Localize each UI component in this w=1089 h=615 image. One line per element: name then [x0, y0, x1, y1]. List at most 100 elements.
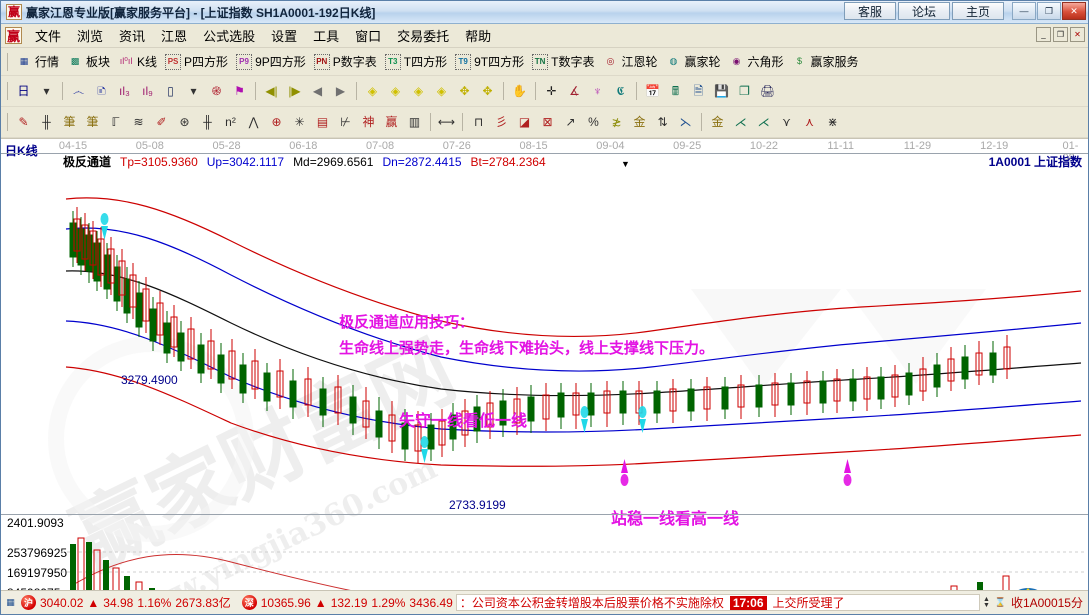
rect-icon[interactable]: ⊓: [473, 115, 484, 129]
diamond-right-icon[interactable]: ◈: [390, 84, 401, 98]
grid-icon[interactable]: ▦: [6, 597, 15, 607]
trend-a-icon[interactable]: ⋀: [248, 115, 259, 129]
zigzag-icon[interactable]: ⋇: [827, 115, 838, 129]
wave9-icon[interactable]: ıl₉: [142, 84, 153, 98]
chevron-down-icon[interactable]: ▾: [190, 84, 197, 98]
gann-box-icon[interactable]: 筆: [86, 115, 99, 129]
next-icon[interactable]: ▶: [335, 84, 346, 98]
toolbar-p-number-table[interactable]: PN P数字表: [310, 52, 381, 71]
fan-icon[interactable]: ♆: [593, 84, 602, 98]
mdi-minimize-button[interactable]: _: [1036, 27, 1051, 42]
chevron-down-icon[interactable]: ▼: [621, 159, 630, 169]
diamond-left-icon[interactable]: ◈: [367, 84, 378, 98]
forum-button[interactable]: 论坛: [898, 2, 950, 20]
copy-icon[interactable]: ❐: [739, 84, 750, 98]
diamond-vt-icon[interactable]: ◈: [436, 84, 447, 98]
close-button[interactable]: ✕: [1062, 2, 1086, 20]
zigzag-icon[interactable]: ⋌: [734, 115, 747, 129]
menu-item-gann[interactable]: 江恩: [161, 29, 188, 44]
arrow-line-icon[interactable]: ↗: [565, 115, 576, 129]
toolbar-t-square[interactable]: T3 T四方形: [381, 52, 451, 71]
zigzag-icon[interactable]: ⋎: [782, 115, 791, 129]
chevron-down-icon[interactable]: ▾: [43, 84, 50, 98]
hand-icon[interactable]: ✋: [512, 84, 527, 98]
minimize-button[interactable]: —: [1012, 2, 1036, 20]
kline-panel[interactable]: 日K线 04-15 05-08 05-28 06-18 07-08 07-26 08-15 0…: [1, 139, 1088, 528]
homepage-button[interactable]: 主页: [952, 2, 1004, 20]
pen-red-icon[interactable]: ✐: [156, 115, 167, 129]
menu-item-browse[interactable]: 浏览: [77, 29, 104, 44]
spider-icon[interactable]: ✳: [294, 115, 305, 129]
zigzag-icon[interactable]: ⋏: [805, 115, 814, 129]
menu-item-news[interactable]: 资讯: [119, 29, 146, 44]
toolbar-sectors[interactable]: ▩ 板块: [63, 52, 114, 71]
calendar-day-icon[interactable]: 日: [17, 84, 30, 98]
gold-char-icon[interactable]: 金: [711, 115, 724, 129]
zigzag-icon[interactable]: ⋌: [757, 115, 770, 129]
crosshair-icon[interactable]: ✛: [546, 84, 557, 98]
toolbar-t-number-table[interactable]: TN T数字表: [528, 52, 598, 71]
angle-icon[interactable]: ∡: [569, 84, 580, 98]
toolbar-kline[interactable]: ıl⁰ıl K线: [114, 52, 161, 71]
diamond-hz-icon[interactable]: ◈: [413, 84, 424, 98]
mdi-close-button[interactable]: ✕: [1070, 27, 1085, 42]
candle-icon[interactable]: ▯: [167, 84, 174, 98]
bar-compare-icon[interactable]: ⇅: [657, 115, 668, 129]
square-grid-icon[interactable]: ▤: [316, 115, 329, 129]
percent-icon[interactable]: %: [588, 115, 599, 129]
chart-area[interactable]: 赢家财富网 www.yingjia360.com 日K线 04-15 05-08 0…: [1, 138, 1088, 590]
shade-icon[interactable]: ◪: [518, 115, 531, 129]
last-page-icon[interactable]: |▶: [288, 84, 301, 98]
report-icon[interactable]: 🗎: [693, 84, 704, 98]
wave3-icon[interactable]: ıl₃: [119, 84, 130, 98]
ying-icon[interactable]: 赢: [385, 115, 398, 129]
gann-box-icon[interactable]: 筆: [63, 115, 76, 129]
flag-icon[interactable]: ⚑: [234, 84, 245, 98]
toolbar-p-square[interactable]: PS P四方形: [161, 52, 232, 71]
menu-item-formula[interactable]: 公式选股: [203, 29, 256, 44]
diamond-expand-icon[interactable]: ✥: [459, 84, 470, 98]
pattern-icon[interactable]: ֎: [211, 84, 222, 98]
maximize-button[interactable]: ❐: [1037, 2, 1061, 20]
circle-icon[interactable]: ⊛: [179, 115, 190, 129]
customer-service-button[interactable]: 客服: [844, 2, 896, 20]
menu-item-window[interactable]: 窗口: [355, 29, 382, 44]
toolbar-hexagon[interactable]: ◉ 六角形: [725, 52, 788, 71]
news-ticker[interactable]: ：公司资本公积金转增股本后股票价格不实施除权 17:06 上交所受理了: [455, 594, 980, 611]
ruler-icon[interactable]: ▥: [408, 115, 421, 129]
toolbar-9t-square[interactable]: T9 9T四方形: [451, 52, 528, 71]
overlay-icon[interactable]: ෴: [72, 84, 85, 98]
gann-grid-icon[interactable]: ╫: [42, 115, 51, 129]
measure-icon[interactable]: ⊬: [340, 115, 351, 129]
toolbar-9p-square[interactable]: P9 9P四方形: [232, 52, 310, 71]
gann-fan-icon[interactable]: ℾ: [111, 115, 120, 129]
ticker-scroll-buttons[interactable]: ▲ ▼: [983, 595, 990, 609]
diamond-fit-icon[interactable]: ✥: [482, 84, 493, 98]
rays-icon[interactable]: 彡: [495, 115, 508, 129]
toolbar-winner-service[interactable]: $ 赢家服务: [788, 52, 863, 71]
print-icon[interactable]: 🖨: [759, 84, 776, 98]
shen-icon[interactable]: 神: [362, 115, 375, 129]
toolbar-winner-wheel[interactable]: ◍ 赢家轮: [661, 52, 724, 71]
brain-icon[interactable]: 𝕮: [616, 84, 625, 98]
clipboard-icon[interactable]: 🗈: [97, 84, 106, 98]
prev-icon[interactable]: ◀: [312, 84, 323, 98]
mdi-restore-button[interactable]: ❐: [1053, 27, 1068, 42]
menu-item-file[interactable]: 文件: [35, 29, 62, 44]
toolbar-quotes[interactable]: ▦ 行情: [12, 52, 63, 71]
menu-item-settings[interactable]: 设置: [271, 29, 298, 44]
pen-icon[interactable]: ✎: [18, 115, 29, 129]
market-quote-shanghai[interactable]: 沪 3040.02 ▲ 34.98 1.16% 2673.83亿: [21, 594, 231, 611]
box-cross-icon[interactable]: ⊠: [542, 115, 553, 129]
fork-icon[interactable]: ⋋: [679, 115, 692, 129]
menu-item-tools[interactable]: 工具: [313, 29, 340, 44]
toolbar-gann-wheel[interactable]: ◎ 江恩轮: [598, 52, 661, 71]
gann-arc-icon[interactable]: ≋: [133, 115, 144, 129]
market-quote-shenzhen[interactable]: 深 10365.96 ▲ 132.19 1.29% 3436.49: [241, 595, 453, 610]
ladder-icon[interactable]: ╫: [203, 115, 212, 129]
calendar-icon[interactable]: 📅: [645, 84, 660, 98]
n2-icon[interactable]: n²: [225, 115, 236, 129]
menu-item-help[interactable]: 帮助: [465, 29, 492, 44]
first-page-icon[interactable]: ◀|: [265, 84, 278, 98]
calculator-icon[interactable]: 🖩: [671, 84, 680, 98]
